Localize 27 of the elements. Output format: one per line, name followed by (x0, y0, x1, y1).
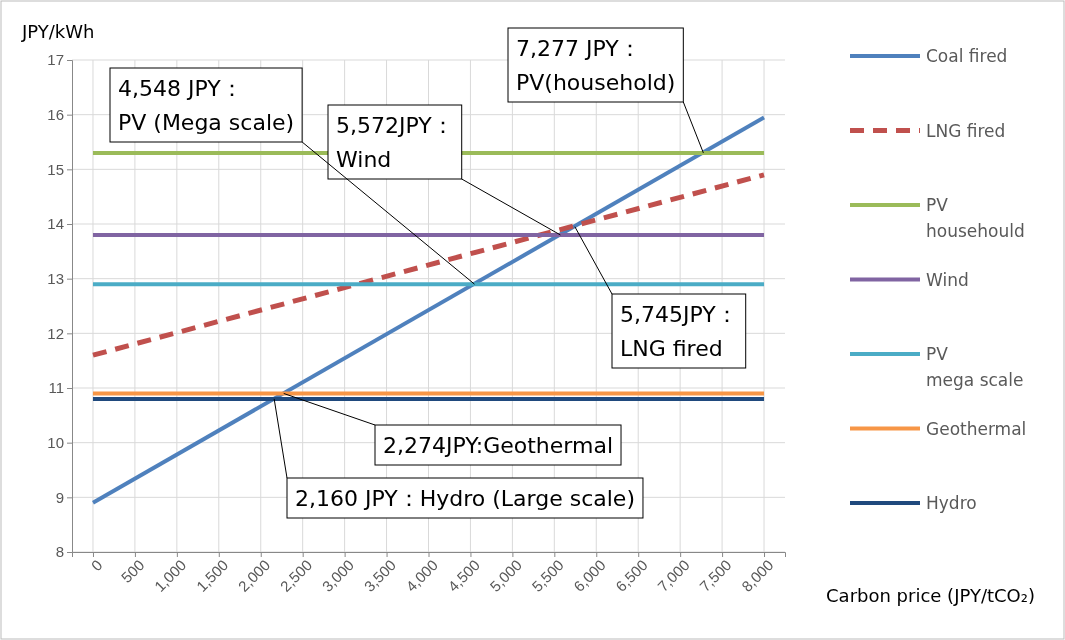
annotation: 4,548 JPY： PV (Mega scale) (118, 76, 295, 135)
y-tick-label: 14 (47, 215, 64, 233)
y-tick-label: 16 (47, 105, 64, 123)
annotation: 7,277 JPY： PV(household) (516, 36, 676, 95)
legend-label: Geothermal (926, 418, 1027, 439)
legend-label: PV househould (926, 195, 1025, 241)
annotation: 5,572JPY： Wind (336, 113, 454, 172)
legend-label: Wind (926, 269, 969, 290)
y-tick-label: 10 (47, 433, 64, 451)
legend-label: PV mega scale (926, 344, 1024, 390)
y-axis-title: JPY/kWh (21, 21, 95, 42)
y-tick-label: 17 (47, 51, 64, 69)
y-tick-label: 12 (47, 324, 64, 342)
x-tick-label: 0 (87, 556, 106, 575)
annotation: 2,274JPY:Geothermal (383, 433, 614, 458)
y-tick-label: 11 (48, 379, 64, 397)
legend-label: LNG fired (926, 120, 1006, 141)
x-axis-title: Carbon price (JPY/tCO₂) (826, 585, 1035, 606)
x-tick-label: 500 (117, 556, 148, 586)
annotation: 5,745JPY： LNG fired (620, 302, 738, 361)
annotation: 2,160 JPY：Hydro (Large scale) (295, 486, 635, 511)
legend-label: Coal fired (926, 46, 1008, 66)
legend-label: Hydro (926, 493, 977, 513)
y-tick-label: 9 (55, 488, 64, 506)
y-tick-label: 8 (55, 543, 64, 561)
y-tick-label: 13 (47, 269, 64, 287)
y-tick-label: 15 (47, 160, 64, 178)
